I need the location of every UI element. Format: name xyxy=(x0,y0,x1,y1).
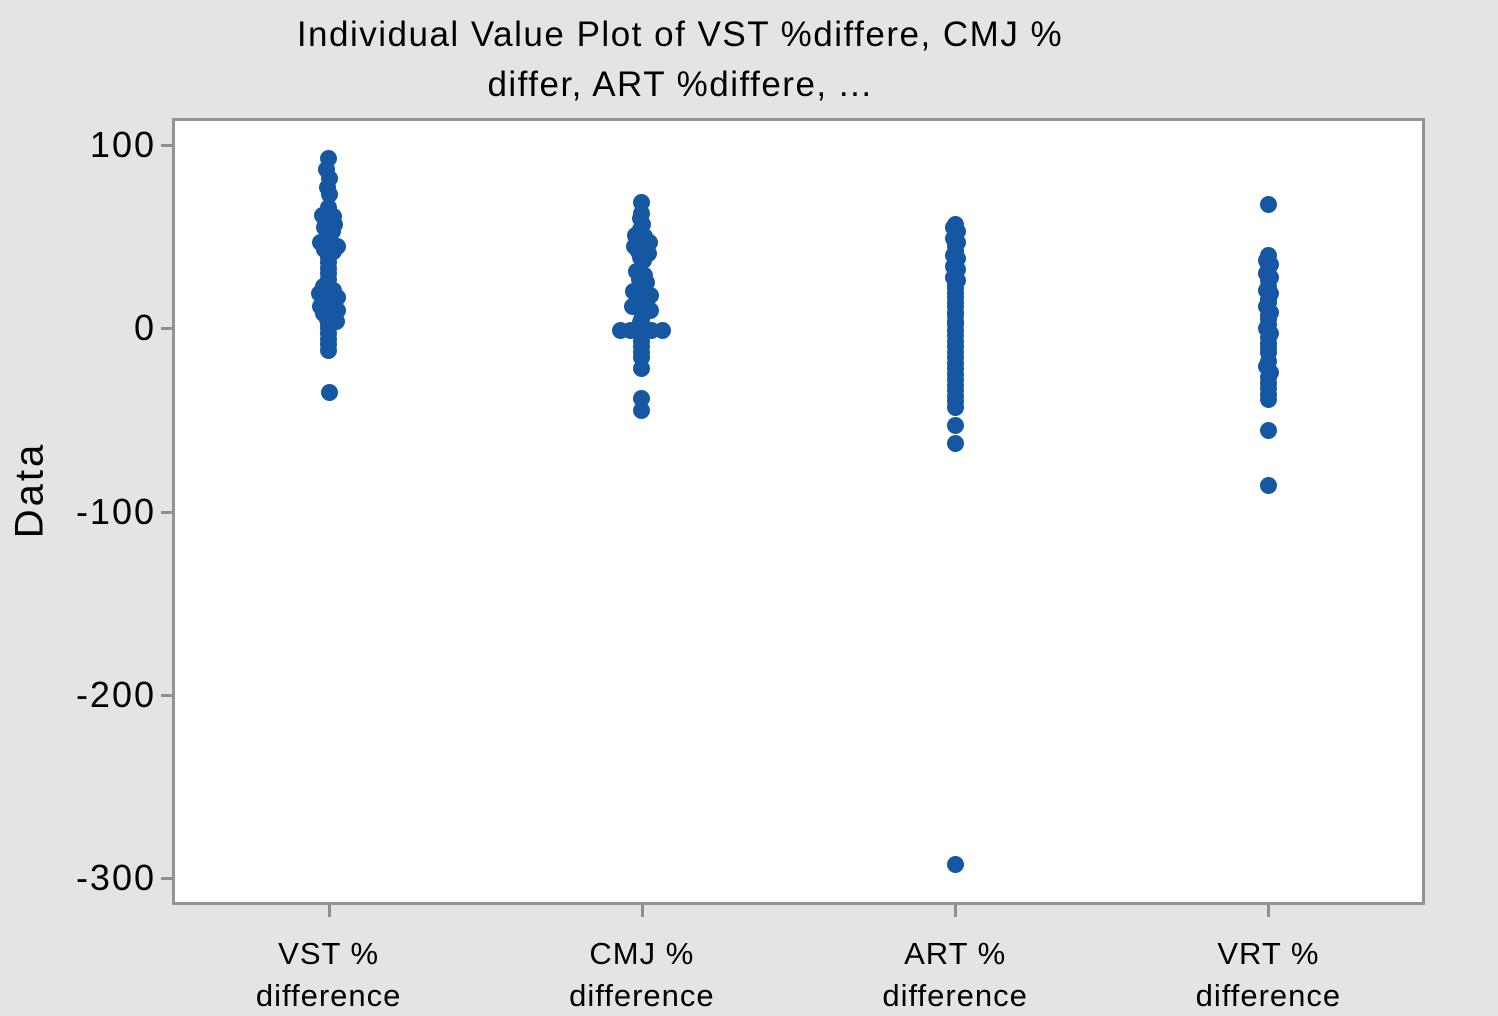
x-category-label: VRT % difference xyxy=(1108,933,1428,1016)
data-point[interactable] xyxy=(946,435,964,453)
data-point[interactable] xyxy=(320,341,338,359)
x-category-label-line: difference xyxy=(882,977,1028,1013)
chart-title-line2: differ, ART %differe, ... xyxy=(487,64,873,104)
x-category-label-line: CMJ % xyxy=(589,936,695,971)
x-category-label: ART % difference xyxy=(795,933,1115,1016)
x-category-label-line: VST % xyxy=(278,936,380,971)
x-tick-mark xyxy=(1267,905,1271,917)
y-tick-mark xyxy=(161,327,172,331)
x-category-label-line: difference xyxy=(569,977,715,1013)
data-point[interactable] xyxy=(1259,391,1277,409)
y-tick-mark xyxy=(161,144,172,148)
x-tick-mark xyxy=(640,905,644,917)
y-tick-label: -100 xyxy=(75,490,156,532)
x-category-label-line: difference xyxy=(1195,977,1342,1013)
data-point[interactable] xyxy=(321,384,339,402)
data-point[interactable] xyxy=(633,360,651,378)
x-category-label-line: VRT % xyxy=(1217,936,1320,971)
x-category-label-line: difference xyxy=(255,977,402,1013)
data-point[interactable] xyxy=(946,856,964,874)
data-point[interactable] xyxy=(1259,422,1277,440)
data-point[interactable] xyxy=(633,389,651,407)
data-point[interactable] xyxy=(654,321,672,339)
plot-area xyxy=(172,118,1425,905)
data-point[interactable] xyxy=(633,402,651,420)
data-point[interactable] xyxy=(1259,477,1277,495)
data-point[interactable] xyxy=(1259,195,1277,213)
y-tick-label: -200 xyxy=(75,673,156,715)
data-point[interactable] xyxy=(321,186,339,204)
chart-title: Individual Value Plot of VST %differe, C… xyxy=(25,10,1335,109)
data-point[interactable] xyxy=(946,416,964,434)
x-tick-mark xyxy=(954,905,958,917)
y-tick-label: -300 xyxy=(75,856,156,898)
x-category-label: CMJ % difference xyxy=(482,933,802,1016)
x-tick-mark xyxy=(327,905,331,917)
y-tick-label: 0 xyxy=(133,307,156,349)
x-category-label-line: ART % xyxy=(904,936,1007,971)
y-tick-mark xyxy=(161,876,172,880)
y-tick-mark xyxy=(161,510,172,514)
y-tick-mark xyxy=(161,693,172,697)
y-tick-label: 100 xyxy=(89,124,156,166)
data-point[interactable] xyxy=(946,398,964,416)
chart-title-line1: Individual Value Plot of VST %differe, C… xyxy=(296,15,1064,54)
x-category-label: VST % difference xyxy=(169,933,489,1016)
